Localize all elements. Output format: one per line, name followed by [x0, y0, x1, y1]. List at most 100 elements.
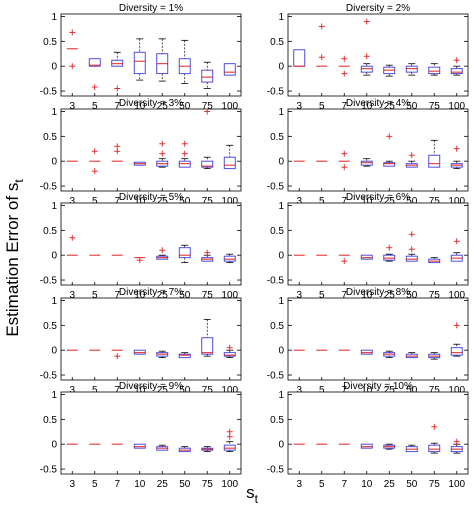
y-tick-label: -0.5 [267, 182, 285, 193]
x-tick-label: 7 [114, 101, 120, 112]
iqr-box [201, 160, 214, 168]
outlier-marker [408, 231, 415, 238]
outlier-marker [453, 57, 460, 64]
outlier-marker [226, 344, 233, 351]
y-tick-label: 0.5 [43, 321, 57, 332]
box-25 [383, 64, 396, 77]
box-75 [201, 108, 214, 170]
x-tick-label: 5 [92, 479, 98, 490]
box-3 [66, 234, 78, 256]
box-25 [383, 244, 396, 262]
box-75 [428, 257, 441, 264]
y-tick-label: 0.5 [43, 37, 57, 48]
plot-frame [287, 202, 469, 286]
outlier-marker [453, 322, 460, 329]
outlier-marker [91, 168, 98, 175]
outlier-marker [341, 150, 348, 157]
plot-frame [287, 108, 469, 192]
box-50 [178, 39, 191, 84]
box-3 [293, 49, 306, 67]
outlier-marker [453, 238, 460, 245]
x-tick-label: 10 [361, 385, 373, 396]
box-10 [134, 257, 146, 264]
box-25 [383, 350, 396, 359]
plot-frame [60, 13, 242, 97]
x-tick-label: 3 [69, 385, 75, 396]
box-5 [316, 23, 328, 67]
outlier-marker [453, 438, 460, 445]
y-tick-label: 1 [278, 107, 284, 118]
outlier-marker [318, 54, 325, 61]
y-tick-label: 1 [51, 201, 57, 212]
y-tick-label: 0.5 [270, 132, 284, 143]
x-tick-label: 100 [221, 479, 238, 490]
subplot-title: Diversity = 4% [346, 98, 410, 109]
box-10 [133, 443, 146, 449]
box-25 [156, 247, 169, 260]
box-75 [201, 249, 214, 262]
iqr-box [88, 58, 101, 67]
iqr-box [223, 156, 236, 170]
x-tick-label: 75 [202, 290, 214, 301]
box-50 [405, 63, 418, 76]
outlier-marker [341, 258, 348, 265]
subplot-10: Diversity = 10%-0.500.513 5 7 10 25 50 75 100 [267, 381, 469, 490]
x-tick-label: 10 [361, 479, 373, 490]
iqr-box [428, 444, 441, 453]
x-tick-label: 75 [202, 385, 214, 396]
x-tick-label: 75 [202, 479, 214, 490]
subplot-grid: Diversity = 1%-0.500.513 5 7 10 25 50 75 100Div… [40, 3, 469, 490]
outlier-marker [341, 164, 348, 171]
box-10 [360, 349, 373, 355]
y-tick-label: 1 [51, 296, 57, 307]
iqr-box [223, 352, 236, 357]
x-tick-label: 25 [157, 196, 169, 207]
x-tick-label: 25 [157, 101, 169, 112]
iqr-box [450, 347, 463, 356]
y-tick-label: 0 [278, 440, 284, 451]
box-100 [223, 63, 236, 76]
x-tick-label: 25 [384, 479, 396, 490]
outlier-marker [136, 257, 143, 264]
x-tick-label: 3 [69, 479, 75, 490]
plot-frame [287, 13, 469, 97]
box-7 [338, 150, 350, 171]
outlier-marker [114, 353, 121, 360]
x-tick-label: 3 [296, 101, 302, 112]
y-tick-label: 0 [51, 440, 57, 451]
x-tick-label: 100 [221, 101, 238, 112]
subplot-title: Diversity = 8% [346, 287, 410, 298]
y-tick-label: 1 [51, 12, 57, 23]
x-tick-label: 7 [114, 290, 120, 301]
outlier-marker [318, 23, 325, 30]
y-tick-label: -0.5 [40, 182, 58, 193]
x-tick-label: 5 [92, 196, 98, 207]
box-75 [428, 139, 441, 168]
y-tick-label: -0.5 [267, 465, 285, 476]
x-tick-label: 5 [92, 101, 98, 112]
subplot-title: Diversity = 6% [346, 192, 410, 203]
box-50 [178, 352, 191, 359]
outlier-marker [408, 246, 415, 253]
box-100 [223, 144, 236, 170]
y-tick-label: -0.5 [40, 87, 58, 98]
x-tick-label: 25 [384, 290, 396, 301]
outlier-marker [181, 140, 188, 147]
outlier-marker [159, 150, 166, 157]
box-7 [338, 55, 350, 77]
x-tick-label: 5 [319, 479, 325, 490]
x-tick-label: 100 [221, 385, 238, 396]
y-tick-label: 0.5 [270, 37, 284, 48]
y-tick-label: 0 [278, 346, 284, 357]
plot-frame [60, 391, 242, 475]
box-10 [133, 349, 146, 355]
box-10 [360, 158, 373, 167]
box-25 [156, 444, 169, 451]
x-tick-label: 50 [179, 479, 191, 490]
box-100 [450, 322, 463, 357]
outlier-marker [408, 152, 415, 159]
x-tick-label: 10 [134, 479, 146, 490]
x-tick-label: 10 [134, 196, 146, 207]
y-tick-label: 0 [51, 62, 57, 73]
